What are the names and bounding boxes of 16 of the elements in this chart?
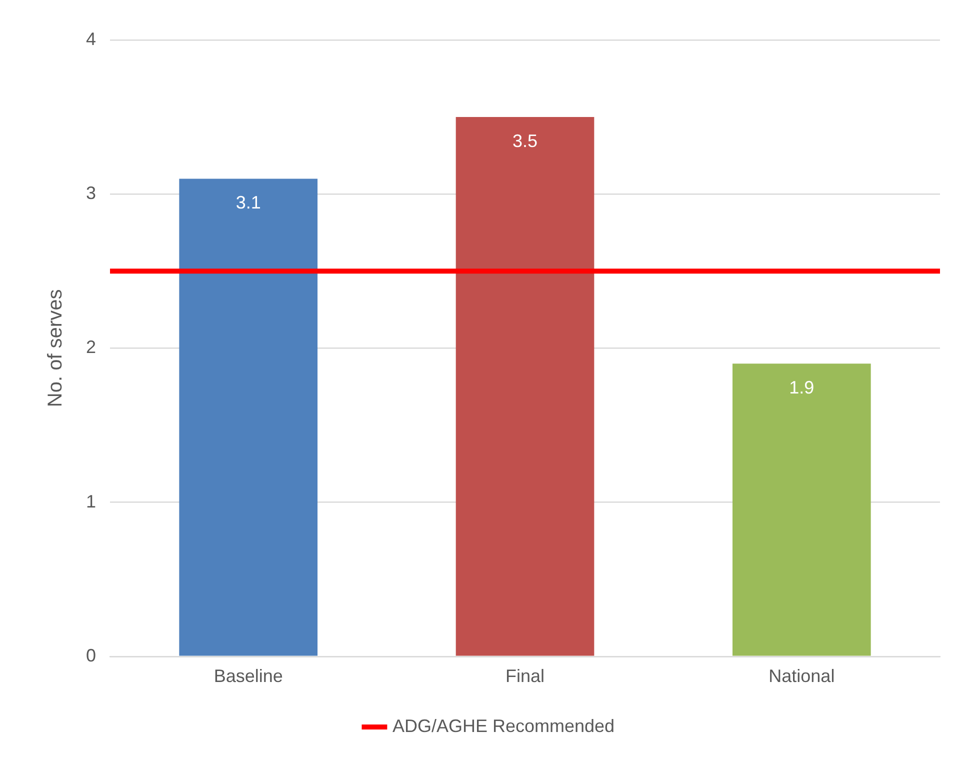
x-tick-label: Baseline [214, 666, 283, 686]
y-tick-label: 0 [86, 645, 96, 666]
y-tick-label: 1 [86, 491, 96, 512]
y-tick-label: 4 [86, 28, 96, 49]
x-tick-label: National [768, 666, 835, 686]
data-label: 3.5 [512, 131, 538, 152]
y-tick-label: 2 [86, 337, 96, 358]
bar [732, 364, 871, 656]
data-label: 3.1 [236, 192, 261, 213]
y-tick-label: 3 [86, 183, 96, 204]
bar [456, 117, 594, 656]
data-label: 1.9 [789, 378, 814, 398]
bar [179, 178, 318, 656]
x-tick-label: Final [506, 666, 545, 686]
legend-label: ADG/AGHE Recommended [392, 716, 615, 736]
y-axis-title: No. of serves [44, 289, 67, 408]
